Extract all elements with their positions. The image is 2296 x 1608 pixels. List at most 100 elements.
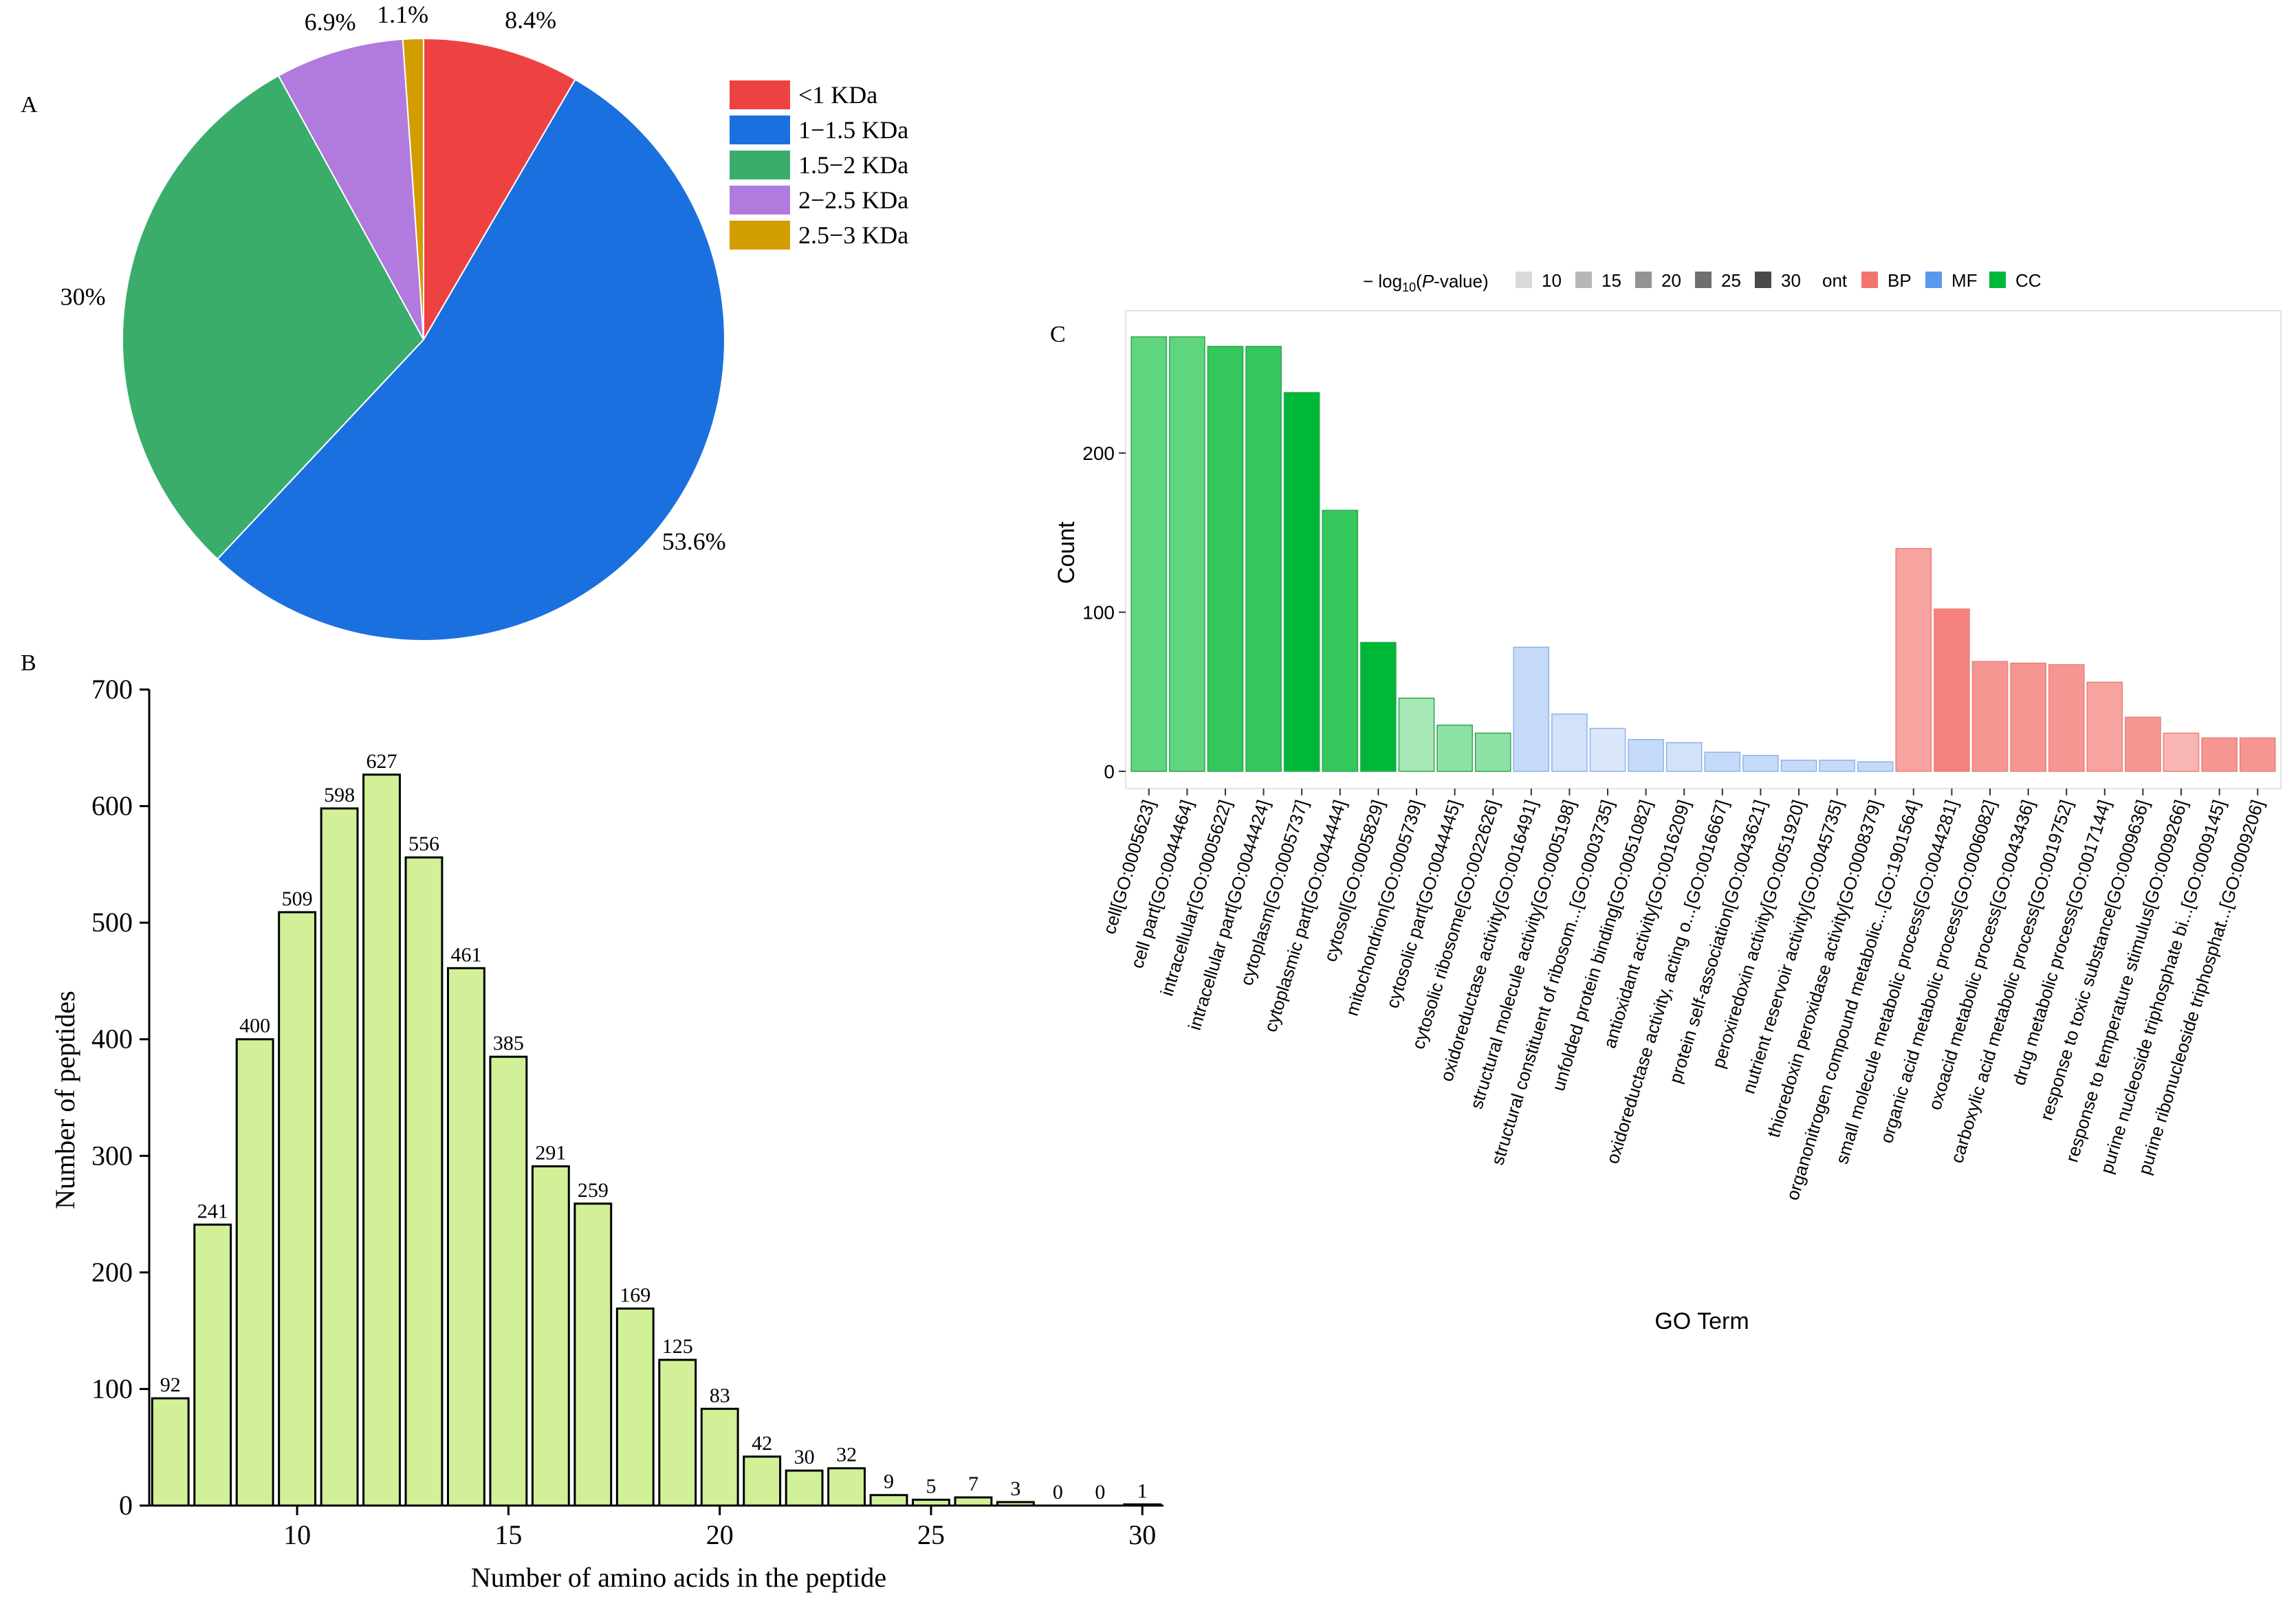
histogram-data-labels: 9224140050959862755646138529125916912583… [160, 750, 1148, 1504]
histogram-bar-12 [362, 773, 401, 1507]
go-bar-cytosolic-part-go-0044445 [1436, 725, 1473, 772]
go-bar-unfolded-protein-binding-go-0051082 [1628, 738, 1664, 772]
histogram-value-label-7: 92 [160, 1374, 181, 1396]
go-y-tick-label: 100 [1082, 602, 1115, 624]
go-bar-carboxylic-acid-metabolic-process-go-0019752 [2048, 664, 2085, 772]
histogram-bar-24 [869, 1494, 908, 1507]
histogram-bars [151, 773, 1162, 1507]
legend-label-1-5-2-kda: 1.5−2 KDa [798, 151, 908, 179]
legend-swatch-2-2-5-kda [730, 186, 790, 214]
histogram-value-label-22: 30 [794, 1446, 815, 1468]
go-bar-thioredoxin-peroxidase-activity-go-0008379 [1857, 761, 1894, 772]
go-y-tick-label: 0 [1104, 761, 1115, 782]
histogram-bar-20 [700, 1407, 739, 1507]
histogram-x-tick-label: 25 [917, 1519, 945, 1550]
histogram-value-label-23: 32 [836, 1444, 857, 1466]
go-bar-oxidoreductase-activity-acting-o-go-0016667 [1704, 751, 1741, 772]
histogram-bar-19 [658, 1358, 697, 1507]
go-y-axis-label: Count [1053, 521, 1080, 584]
panel-label-b: B [21, 650, 36, 676]
go-legend-shade-20 [1635, 272, 1652, 288]
go-legend-ont-label: ont [1822, 270, 1848, 291]
pie-slice-1-5-2-kda [122, 74, 425, 560]
histogram-value-label-9: 400 [239, 1015, 270, 1037]
go-bar-protein-self-association-go-0043621 [1742, 755, 1779, 772]
histogram-value-label-17: 259 [578, 1179, 609, 1202]
pie-label-1-kda: 8.4% [505, 6, 556, 34]
histogram-value-label-24: 9 [884, 1471, 894, 1493]
histogram-bar-14 [447, 967, 485, 1507]
go-axes: 0 100 200 [1082, 310, 2282, 789]
go-bar-drug-metabolic-process-go-0017144 [2086, 681, 2123, 772]
go-bar-cell-go-0005623 [1130, 336, 1168, 772]
histogram-value-label-29: 0 [1095, 1481, 1105, 1504]
go-legend-shade-15 [1575, 272, 1592, 288]
go-bar-oxidoreductase-activity-go-0016491 [1513, 646, 1550, 772]
go-legend-ont-text-mf: MF [1951, 270, 1978, 291]
go-bar-cytosolic-ribosome-go-0022626 [1474, 732, 1511, 772]
pie-slice-2-2-5-kda [277, 38, 424, 340]
histogram-bar-30 [1123, 1503, 1162, 1507]
legend-label-2-5-3-kda: 2.5−3 KDa [798, 221, 908, 249]
go-bar-oxoacid-metabolic-process-go-0043436 [2010, 662, 2046, 772]
histogram-value-label-25: 5 [926, 1475, 936, 1498]
pie-legend: <1 KDa 1−1.5 KDa 1.5−2 KDa 2−2.5 KDa 2.5−3 K… [730, 80, 908, 250]
histogram-bar-26 [954, 1496, 993, 1507]
pie-chart-panel: A 8.4% 53.6% 30% 6.9% 1.1% <1 KDa 1−1.5 KDa 1.… [21, 1, 908, 642]
pie-slices [122, 37, 725, 642]
histogram-value-label-12: 627 [367, 750, 397, 773]
go-legend-ont-text-bp: BP [1888, 270, 1912, 291]
histogram-y-tick-label: 700 [91, 674, 133, 705]
histogram-value-label-20: 83 [710, 1384, 730, 1407]
histogram-bar-13 [404, 856, 444, 1507]
histogram-value-label-27: 3 [1010, 1477, 1020, 1500]
panel-label-c: C [1050, 322, 1066, 347]
panel-label-a: A [21, 92, 38, 118]
go-legend-shade-label-25: 25 [1721, 270, 1741, 291]
pie-label-2-2-5-kda: 6.9% [305, 8, 356, 36]
go-y-tick-label: 200 [1082, 443, 1115, 464]
go-legend-shade-25 [1695, 272, 1712, 288]
histogram-value-label-15: 385 [493, 1032, 524, 1055]
histogram-x-tick-label: 20 [706, 1519, 734, 1550]
go-bars [1130, 336, 2276, 772]
histogram-y-tick-label: 200 [91, 1257, 133, 1288]
go-bar-structural-constituent-of-ribosom-go-0003735 [1589, 727, 1626, 772]
go-legend: − log10(P-value) 10 15 20 25 30 ont BP MF CC [1363, 270, 2042, 294]
go-bar-cytoplasm-go-0005737 [1283, 392, 1320, 772]
pie-slice-2-5-3-kda [402, 37, 424, 340]
go-legend-shade-10 [1516, 272, 1532, 288]
go-bar-peroxiredoxin-activity-go-0051920 [1780, 760, 1817, 772]
legend-label-2-2-5-kda: 2−2.5 KDa [798, 186, 908, 214]
histogram-bar-7 [151, 1397, 190, 1507]
histogram-value-label-13: 556 [408, 833, 439, 855]
go-bar-intracellular-go-0005622 [1207, 346, 1244, 772]
go-bar-small-molecule-metabolic-process-go-0044281 [1934, 608, 1970, 772]
histogram-bar-8 [193, 1223, 232, 1507]
go-legend-shade-30 [1755, 272, 1771, 288]
go-x-axis-label: GO Term [1654, 1308, 1749, 1334]
histogram-y-tick-label: 100 [91, 1373, 133, 1404]
go-bar-nutrient-reservoir-activity-go-0045735 [1819, 760, 1855, 772]
legend-swatch-1-5-2-kda [730, 151, 790, 179]
go-bar-purine-nucleoside-triphosphate-bi-go-0009145 [2201, 737, 2238, 772]
histogram-y-tick-label: 0 [119, 1490, 133, 1521]
histogram-bar-21 [743, 1455, 782, 1507]
histogram-bar-17 [573, 1202, 613, 1507]
go-plot-frame [1125, 310, 2282, 789]
histogram-bar-22 [785, 1469, 824, 1507]
histogram-value-label-30: 1 [1137, 1479, 1148, 1502]
histogram-value-label-26: 7 [968, 1473, 978, 1495]
histogram-value-label-10: 509 [282, 888, 313, 910]
histogram-bar-27 [996, 1501, 1035, 1507]
go-legend-ont-mf [1925, 272, 1942, 288]
histogram-x-tick-label: 15 [494, 1519, 522, 1550]
pie-slice-1-1-5-kda [216, 78, 725, 642]
histogram-bar-16 [531, 1165, 570, 1507]
go-bar-organic-acid-metabolic-process-go-0006082 [1971, 661, 2009, 772]
go-term-chart-panel: C − log10(P-value) 10 15 20 25 30 ont BP MF CC 0 1… [1050, 270, 2282, 1334]
histogram-y-tick-label: 500 [91, 907, 133, 938]
